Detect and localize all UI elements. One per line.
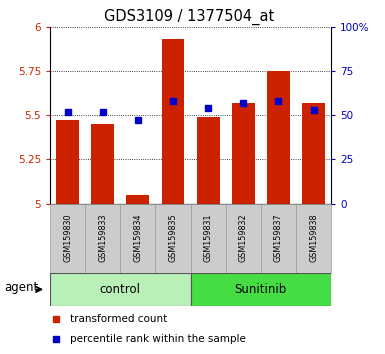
Bar (91, 124, 114, 204)
Text: percentile rank within the sample: percentile rank within the sample (70, 335, 246, 344)
Bar (191, 273, 331, 306)
Bar (261, 204, 296, 273)
Text: GSM159833: GSM159833 (98, 214, 107, 262)
Bar (121, 204, 156, 273)
Bar (126, 195, 149, 204)
Text: GSM159835: GSM159835 (169, 214, 177, 262)
Text: GSM159831: GSM159831 (204, 214, 213, 262)
Bar (302, 103, 325, 204)
Text: transformed count: transformed count (70, 314, 167, 324)
Text: GDS3109 / 1377504_at: GDS3109 / 1377504_at (104, 9, 274, 25)
Bar (226, 204, 261, 273)
Text: GSM159837: GSM159837 (274, 214, 283, 262)
Text: GSM159838: GSM159838 (309, 214, 318, 262)
Text: Sunitinib: Sunitinib (235, 283, 287, 296)
Bar (191, 204, 226, 273)
Bar (50, 204, 85, 273)
Bar (197, 117, 219, 204)
Bar (267, 71, 290, 204)
Bar (85, 204, 120, 273)
Bar (232, 103, 255, 204)
Text: GSM159830: GSM159830 (63, 214, 72, 262)
Bar (296, 204, 331, 273)
Text: agent: agent (4, 281, 38, 294)
Bar (56, 120, 79, 204)
Text: GSM159832: GSM159832 (239, 214, 248, 262)
Text: control: control (100, 283, 141, 296)
Bar (162, 39, 184, 204)
Text: GSM159834: GSM159834 (133, 214, 142, 262)
Bar (156, 204, 191, 273)
Bar (50, 273, 191, 306)
